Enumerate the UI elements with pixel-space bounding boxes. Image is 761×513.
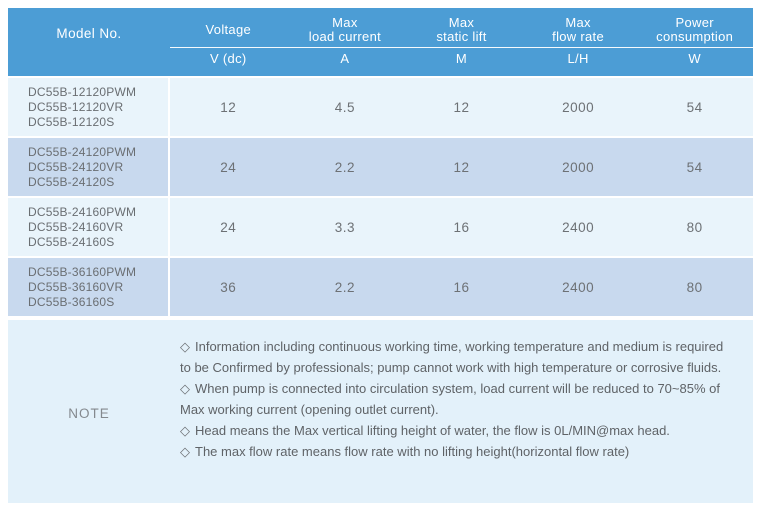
header-label-power: Power consumption <box>636 8 753 48</box>
flow-rate-value: 2000 <box>562 99 595 115</box>
note-body: ◇ Information including continuous workin… <box>170 333 753 493</box>
spec-table: Model No. Voltage V (dc) Max load curren… <box>8 8 753 503</box>
note-section: NOTE ◇ Information including continuous w… <box>8 320 753 503</box>
load-current-value: 2.2 <box>334 279 356 295</box>
table-row: DC55B-36160PWM DC55B-36160VR DC55B-36160… <box>8 258 753 316</box>
flow-rate-value: 2400 <box>562 279 595 295</box>
header-col-flow-rate: Max flow rate L/H <box>519 8 637 70</box>
voltage-value: 12 <box>220 99 237 115</box>
voltage-value: 36 <box>220 279 237 295</box>
header-unit-static-lift: M <box>455 51 468 67</box>
power-value: 54 <box>686 99 703 115</box>
model-name: DC55B-12120PWM <box>28 84 137 99</box>
model-name: DC55B-12120VR <box>28 99 124 114</box>
power-value: 80 <box>686 219 703 235</box>
voltage-value: 24 <box>220 159 237 175</box>
model-list: DC55B-24120PWM DC55B-24120VR DC55B-24120… <box>8 138 170 196</box>
diamond-bullet-icon: ◇ <box>180 381 190 396</box>
model-list: DC55B-12120PWM DC55B-12120VR DC55B-12120… <box>8 78 170 136</box>
note-item: ◇ When pump is connected into circulation… <box>180 378 731 420</box>
model-list: DC55B-24160PWM DC55B-24160VR DC55B-24160… <box>8 198 170 256</box>
diamond-bullet-icon: ◇ <box>180 339 190 354</box>
diamond-bullet-icon: ◇ <box>180 423 190 438</box>
voltage-value: 24 <box>220 219 237 235</box>
header-label-flow-rate: Max flow rate <box>519 8 637 48</box>
header-label-load-current: Max load current <box>286 8 404 48</box>
model-list: DC55B-36160PWM DC55B-36160VR DC55B-36160… <box>8 258 170 316</box>
table-row: DC55B-24120PWM DC55B-24120VR DC55B-24120… <box>8 138 753 196</box>
static-lift-value: 12 <box>453 99 470 115</box>
note-item-text: The max flow rate means flow rate with n… <box>195 444 630 459</box>
header-unit-load-current: A <box>340 51 350 67</box>
note-label: NOTE <box>68 405 110 421</box>
table-header: Model No. Voltage V (dc) Max load curren… <box>8 8 753 76</box>
static-lift-value: 12 <box>453 159 470 175</box>
header-col-load-current: Max load current A <box>286 8 404 70</box>
load-current-value: 3.3 <box>334 219 356 235</box>
power-value: 54 <box>686 159 703 175</box>
flow-rate-value: 2000 <box>562 159 595 175</box>
flow-rate-value: 2400 <box>562 219 595 235</box>
note-item-text: Information including continuous working… <box>180 339 724 375</box>
model-name: DC55B-24160S <box>28 234 115 249</box>
header-unit-voltage: V (dc) <box>210 51 247 67</box>
header-label-voltage: Voltage <box>170 8 287 48</box>
model-name: DC55B-24160PWM <box>28 204 137 219</box>
header-unit-flow-rate: L/H <box>567 51 589 67</box>
table-row: DC55B-12120PWM DC55B-12120VR DC55B-12120… <box>8 78 753 136</box>
note-item: ◇ The max flow rate means flow rate with … <box>180 441 731 462</box>
model-name: DC55B-36160S <box>28 294 115 309</box>
model-name: DC55B-36160PWM <box>28 264 137 279</box>
model-name: DC55B-36160VR <box>28 279 124 294</box>
header-col-voltage: Voltage V (dc) <box>170 8 287 70</box>
load-current-value: 4.5 <box>334 99 356 115</box>
power-value: 80 <box>686 279 703 295</box>
diamond-bullet-icon: ◇ <box>180 444 190 459</box>
note-item: ◇ Head means the Max vertical lifting hei… <box>180 420 731 441</box>
model-name: DC55B-24120PWM <box>28 144 137 159</box>
header-model-no: Model No. <box>56 25 122 41</box>
note-item: ◇ Information including continuous workin… <box>180 336 731 378</box>
model-name: DC55B-12120S <box>28 114 115 129</box>
header-unit-power: W <box>688 51 701 67</box>
header-label-static-lift: Max static lift <box>403 8 520 48</box>
table-row: DC55B-24160PWM DC55B-24160VR DC55B-24160… <box>8 198 753 256</box>
static-lift-value: 16 <box>453 279 470 295</box>
model-name: DC55B-24160VR <box>28 219 124 234</box>
note-item-text: Head means the Max vertical lifting heig… <box>195 423 670 438</box>
model-name: DC55B-24120S <box>28 174 115 189</box>
header-col-power: Power consumption W <box>636 8 753 70</box>
static-lift-value: 16 <box>453 219 470 235</box>
model-name: DC55B-24120VR <box>28 159 124 174</box>
header-col-static-lift: Max static lift M <box>403 8 520 70</box>
load-current-value: 2.2 <box>334 159 356 175</box>
note-item-text: When pump is connected into circulation … <box>180 381 720 417</box>
